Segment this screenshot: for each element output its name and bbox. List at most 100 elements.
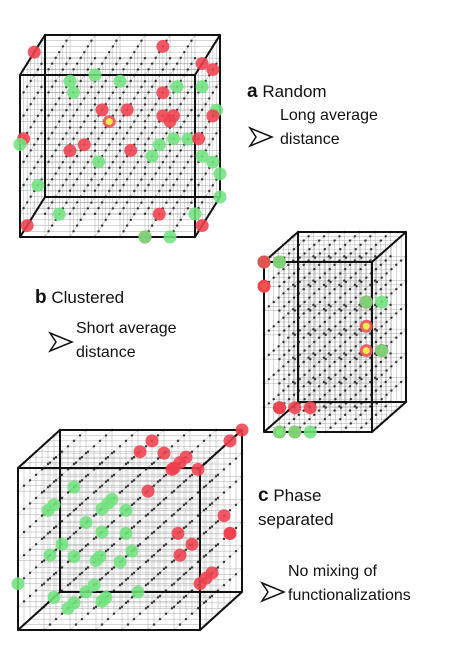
lattice-node — [228, 509, 232, 512]
note: No mixing of — [288, 563, 377, 580]
lattice-node — [339, 417, 342, 421]
lattice-node — [190, 473, 194, 477]
lattice-node — [75, 108, 79, 112]
lattice-node — [184, 479, 188, 482]
lattice-node — [28, 548, 32, 551]
panel-label: a Random — [247, 81, 327, 102]
lattice-node — [60, 473, 64, 477]
lattice-node — [33, 120, 36, 123]
lattice-node — [208, 596, 212, 599]
lattice-node — [292, 296, 296, 299]
lattice-node — [124, 462, 128, 466]
lattice-node — [90, 62, 93, 66]
lattice-node — [48, 461, 52, 464]
lattice-node — [28, 525, 32, 528]
lattice-node — [28, 502, 32, 505]
lattice-node — [100, 577, 104, 580]
lattice-node — [399, 283, 403, 287]
lattice-node — [115, 132, 118, 135]
lattice-node — [72, 206, 75, 210]
lattice-node — [374, 267, 378, 271]
lattice-node — [86, 184, 90, 187]
lattice-node — [66, 491, 70, 494]
panel-label: b Clustered — [35, 287, 125, 308]
lattice-node — [298, 305, 301, 308]
lattice-node — [78, 503, 82, 507]
particle — [43, 548, 57, 562]
particle — [170, 80, 184, 94]
lattice-node — [65, 39, 68, 42]
lattice-node — [353, 332, 357, 335]
lattice-node — [47, 206, 50, 210]
lattice-node — [40, 583, 44, 587]
lattice-node — [136, 498, 140, 501]
particle — [95, 502, 109, 516]
particle — [185, 537, 199, 551]
lattice-node — [317, 239, 321, 242]
lattice-node — [338, 405, 341, 408]
lattice-node — [348, 360, 352, 364]
lattice-node — [22, 160, 25, 164]
lattice-node — [165, 178, 168, 181]
lattice-node — [150, 224, 154, 227]
lattice-node — [65, 108, 68, 112]
particle — [67, 550, 81, 564]
lattice-node — [29, 172, 32, 175]
particle — [206, 109, 220, 123]
lattice-node — [78, 434, 82, 437]
lattice-node — [395, 336, 398, 339]
lattice-node — [202, 601, 206, 605]
lattice-node — [140, 178, 143, 181]
lattice-node — [313, 292, 316, 295]
particle — [55, 537, 69, 551]
lattice-node — [47, 68, 50, 71]
lattice-node — [136, 137, 140, 141]
lattice-node — [94, 513, 98, 516]
lattice-node — [54, 525, 58, 528]
lattice-node — [54, 79, 57, 83]
lattice-node — [80, 617, 84, 621]
note: functionalizations — [288, 587, 411, 604]
lattice-node — [29, 149, 32, 152]
lattice-node — [338, 332, 341, 335]
lattice-node — [130, 480, 134, 483]
lattice-node — [202, 439, 206, 443]
lattice-node — [214, 544, 218, 547]
lattice-node — [323, 393, 327, 397]
lattice-node — [93, 143, 97, 146]
lattice-node — [65, 62, 68, 66]
lattice-node — [124, 555, 128, 558]
lattice-node — [395, 360, 398, 364]
lattice-node — [313, 305, 317, 308]
lattice-node — [104, 79, 107, 83]
lattice-node — [168, 166, 172, 169]
lattice-node — [126, 600, 130, 603]
lattice-node — [334, 276, 337, 279]
lattice-node — [208, 97, 211, 100]
lattice-node — [50, 62, 54, 65]
lattice-node — [61, 45, 65, 48]
lattice-node — [292, 345, 296, 348]
lattice-node — [111, 68, 115, 71]
lattice-node — [50, 201, 54, 204]
lattice-node — [317, 287, 321, 291]
lattice-node — [72, 509, 76, 512]
lattice-node — [132, 571, 136, 575]
lattice-node — [291, 332, 295, 335]
lattice-node — [129, 126, 132, 129]
lattice-node — [72, 578, 76, 581]
lattice-node — [54, 617, 58, 621]
lattice-node — [92, 491, 96, 494]
lattice-node — [74, 577, 78, 580]
lattice-node — [28, 479, 32, 482]
lattice-node — [176, 509, 180, 512]
lattice-node — [130, 526, 134, 530]
lattice-node — [293, 333, 297, 337]
particle — [359, 295, 373, 309]
lattice-node — [136, 45, 140, 48]
lattice-node — [313, 353, 317, 357]
lattice-node — [118, 172, 122, 176]
lattice-node — [34, 566, 38, 569]
lattice-node — [389, 303, 392, 307]
